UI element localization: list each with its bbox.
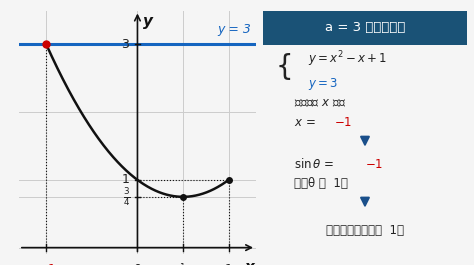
Text: 求める解の個数は  1個: 求める解の個数は 1個: [326, 223, 404, 237]
Text: a = 3 の解の個数: a = 3 の解の個数: [325, 21, 405, 34]
Text: $x$ =: $x$ =: [294, 116, 317, 129]
Text: $1$: $1$: [121, 173, 130, 186]
Text: $\frac{3}{4}$: $\frac{3}{4}$: [123, 186, 130, 208]
FancyBboxPatch shape: [263, 11, 467, 45]
Text: $y = x^2 - x + 1$: $y = x^2 - x + 1$: [308, 50, 387, 69]
Text: $-1$: $-1$: [36, 263, 56, 265]
Text: の解θ は  1個: の解θ は 1個: [294, 177, 347, 190]
Text: y = 3: y = 3: [218, 23, 251, 36]
Text: x: x: [244, 260, 254, 265]
Text: $\frac{1}{2}$: $\frac{1}{2}$: [179, 263, 187, 265]
Text: $3$: $3$: [121, 38, 130, 51]
Text: $\{$: $\{$: [275, 51, 292, 82]
Text: $y = 3$: $y = 3$: [308, 76, 338, 92]
Text: $1$: $1$: [224, 263, 233, 265]
Text: $0$: $0$: [133, 263, 142, 265]
Text: $-1$: $-1$: [335, 116, 353, 129]
Text: $\sin\theta$ =: $\sin\theta$ =: [294, 157, 335, 171]
Text: y: y: [143, 14, 153, 29]
Text: の交点の $x$ 座標: の交点の $x$ 座標: [294, 97, 346, 110]
Text: $-1$: $-1$: [365, 158, 383, 171]
